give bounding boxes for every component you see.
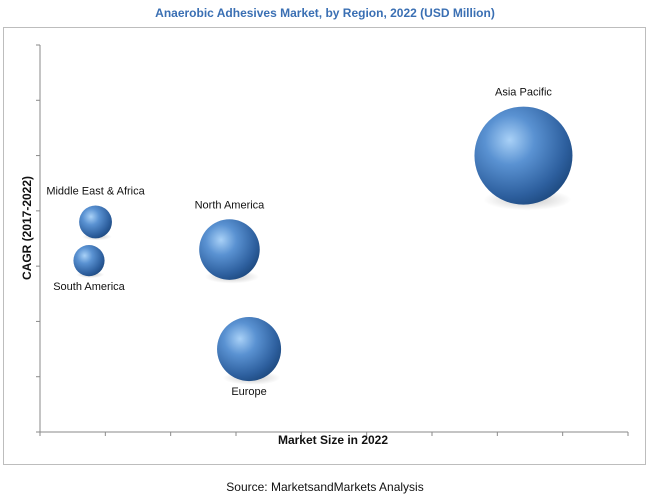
bubble-label: Asia Pacific [495,87,552,99]
bubble-label: Europe [231,386,266,398]
bubble-label: North America [195,199,266,211]
bubble-south-america [73,245,105,277]
bubble-label: South America [53,281,125,293]
chart-frame [3,27,646,465]
chart-title: Anaerobic Adhesives Market, by Region, 2… [155,6,495,20]
bubble-label: Middle East & Africa [46,185,145,197]
bubble-asia-pacific [474,106,573,205]
x-axis-label: Market Size in 2022 [278,433,388,447]
source-note: Source: MarketsandMarkets Analysis [226,480,424,494]
bubble-middle-east-africa [79,205,112,239]
bubble-europe [217,317,282,382]
bubble-north-america [199,219,260,280]
bubble-labels: Middle East & Africa South America North A… [46,87,552,399]
bubbles [73,106,573,385]
y-axis-label: CAGR (2017-2022) [20,176,34,280]
axes [36,44,629,436]
